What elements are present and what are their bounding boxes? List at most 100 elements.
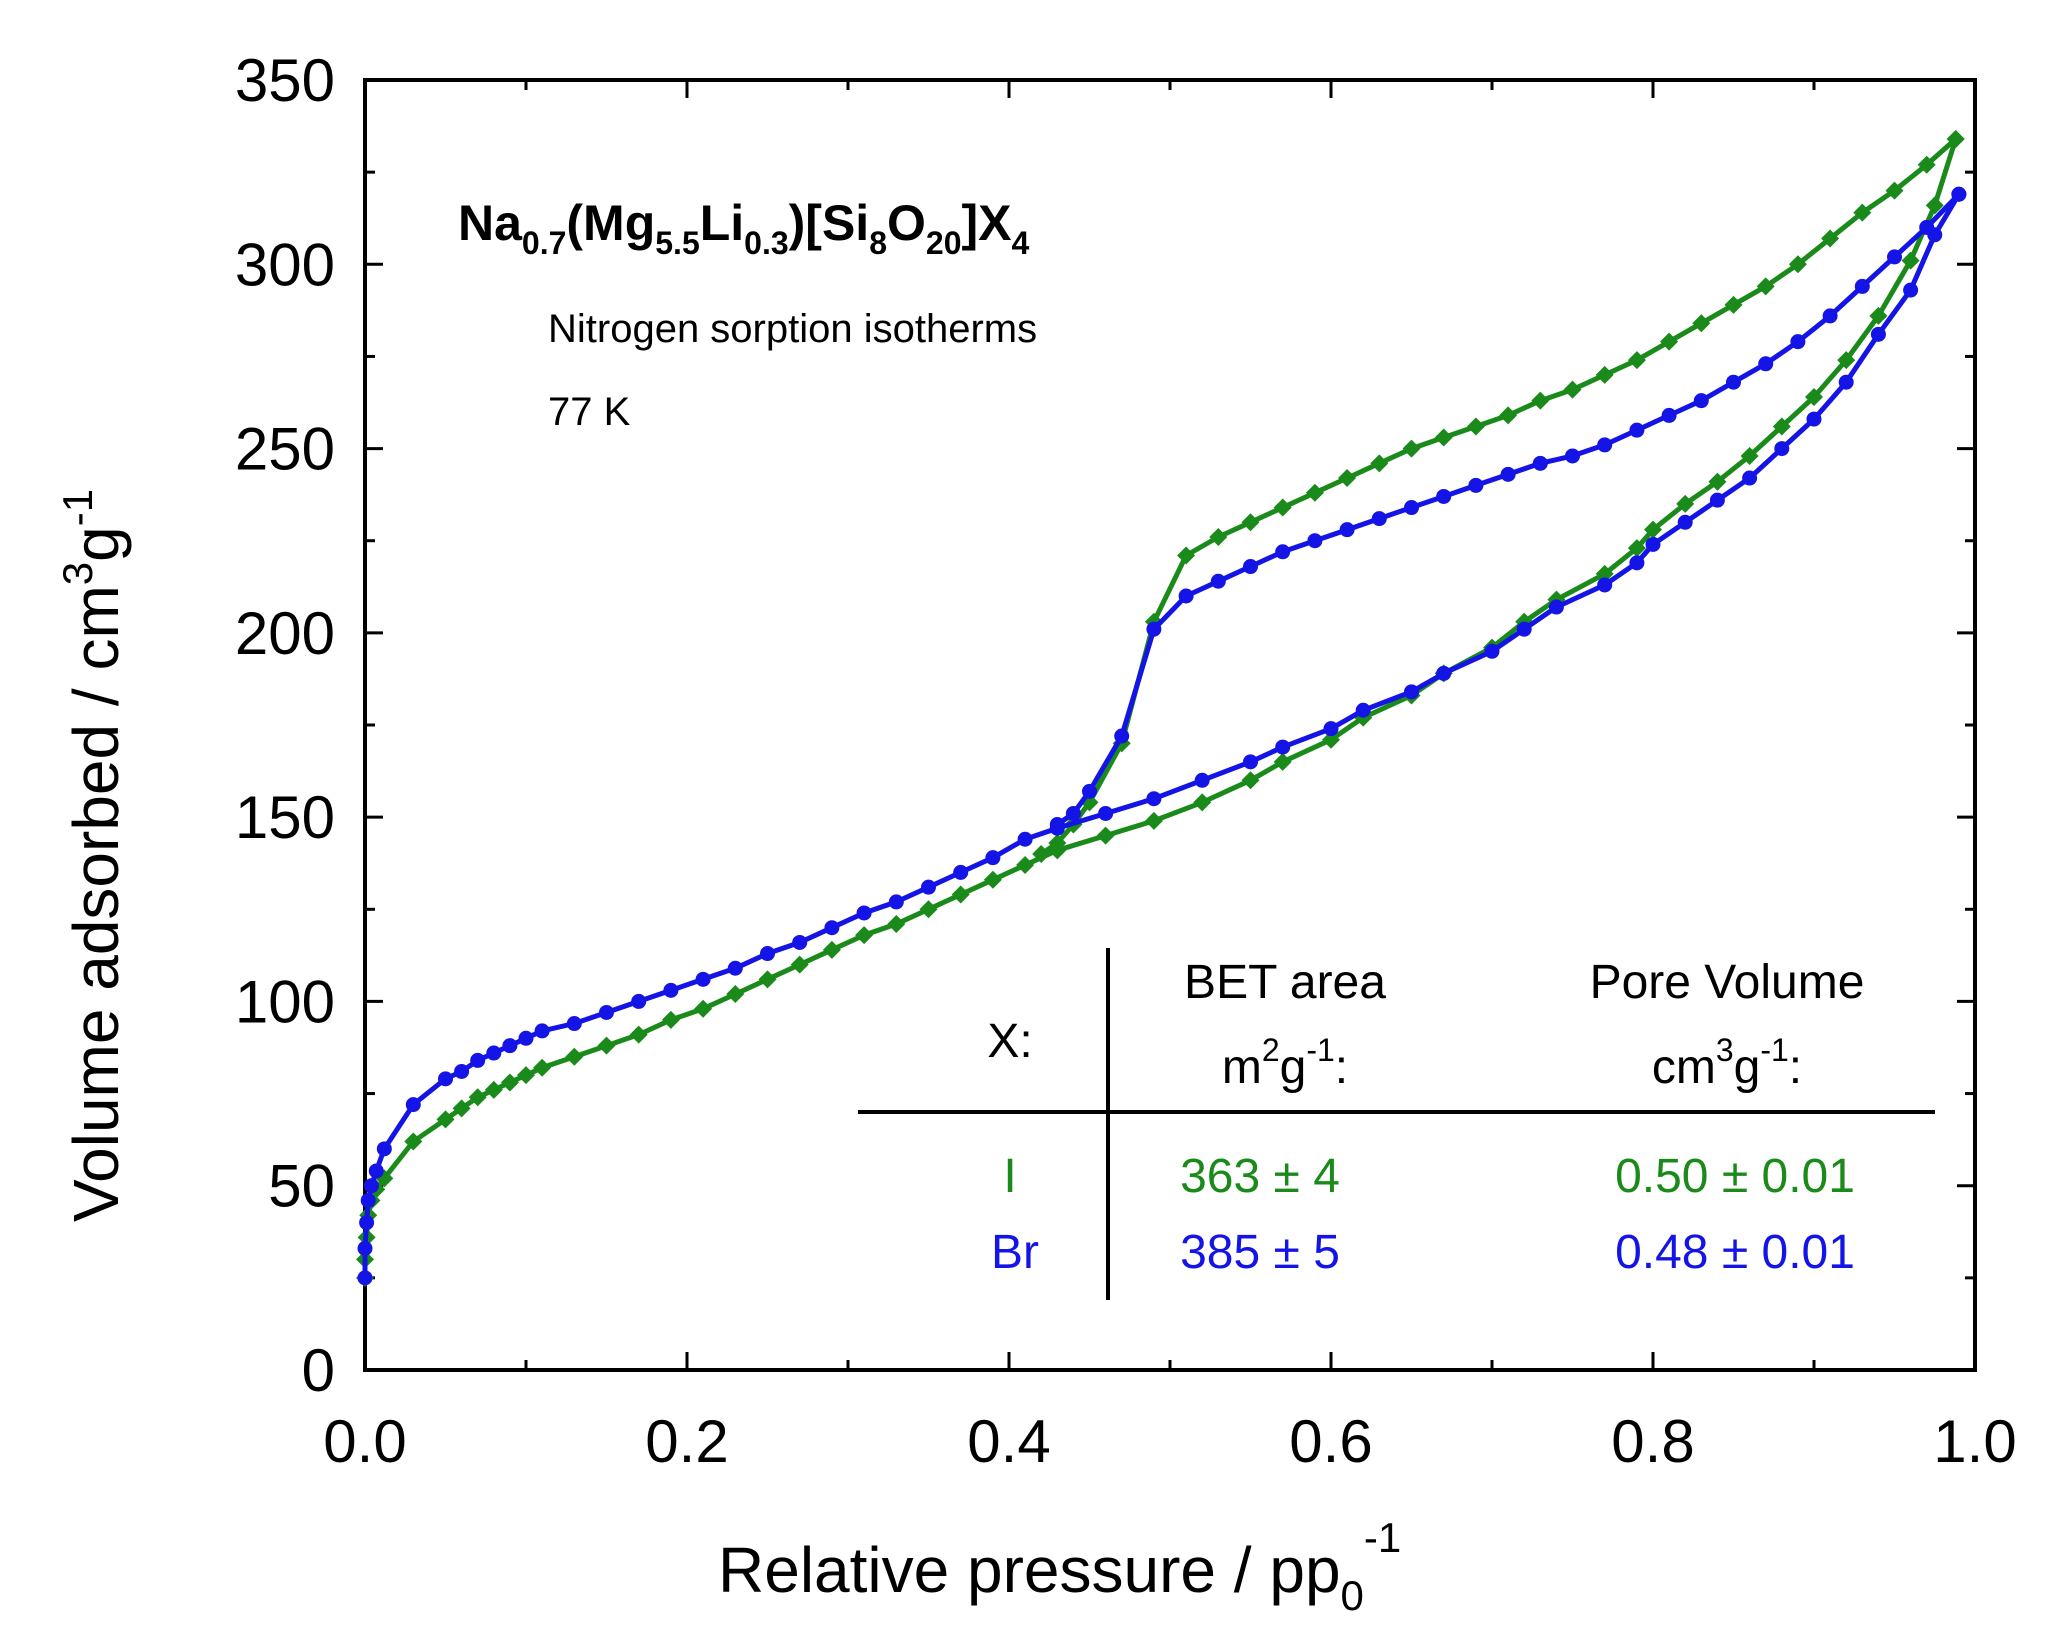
data-point-circle xyxy=(921,879,936,895)
data-point-circle xyxy=(1210,573,1226,589)
data-point-circle xyxy=(454,1063,470,1079)
table-row-i-x: I xyxy=(1003,1150,1016,1203)
x-axis-title: Relative pressure / pp0-1 xyxy=(718,1514,1401,1619)
data-point-diamond xyxy=(1644,520,1662,539)
table-bet-unit: m2g-1: xyxy=(1222,1032,1348,1094)
data-point-diamond xyxy=(1096,826,1115,845)
data-point-diamond xyxy=(726,985,745,1004)
data-point-circle xyxy=(1371,511,1387,527)
data-point-circle xyxy=(1645,536,1661,552)
data-point-circle xyxy=(1870,326,1886,342)
formula-text: Li xyxy=(700,195,744,251)
data-point-circle xyxy=(357,1270,373,1286)
data-point-circle xyxy=(1903,282,1919,298)
data-point-diamond xyxy=(1837,351,1856,370)
data-point-circle xyxy=(405,1097,421,1113)
data-point-circle xyxy=(792,934,808,950)
data-point-diamond xyxy=(758,970,777,989)
data-point-diamond xyxy=(1595,365,1614,384)
data-point-diamond xyxy=(1869,306,1888,325)
formula-subscript: 4 xyxy=(1012,225,1030,261)
data-point-circle xyxy=(1243,754,1258,770)
data-point-diamond xyxy=(1322,730,1340,749)
data-point-circle xyxy=(470,1052,486,1068)
data-point-diamond xyxy=(1193,793,1212,812)
series-line-0-desorption xyxy=(1039,137,1958,857)
x-tick-label: 0.6 xyxy=(1289,1408,1372,1475)
data-point-diamond xyxy=(1048,833,1067,852)
data-point-diamond xyxy=(1627,351,1646,370)
data-point-diamond xyxy=(1925,196,1944,215)
data-point-diamond xyxy=(1016,856,1035,875)
axis-tick-labels: 0.0 0.2 0.4 0.6 0.8 1.0 0 50 100 150 200 250 300 350 xyxy=(235,47,2017,1475)
data-point-circle xyxy=(486,1045,502,1061)
annotation-line1: Nitrogen sorption isotherms xyxy=(548,307,1037,351)
data-point-diamond xyxy=(436,1110,455,1129)
x-axis-title-sub: 0 xyxy=(1341,1572,1364,1619)
y-tick-label: 250 xyxy=(235,416,335,483)
data-point-circle xyxy=(566,1016,582,1032)
data-point-circle xyxy=(1500,466,1516,482)
data-point-circle xyxy=(1548,599,1564,615)
data-point-circle xyxy=(1194,772,1210,788)
data-point-diamond xyxy=(1241,771,1260,790)
data-point-diamond xyxy=(1032,845,1051,863)
data-point-circle xyxy=(518,1030,534,1046)
data-point-circle xyxy=(1098,805,1114,821)
data-point-circle xyxy=(368,1163,384,1179)
data-point-diamond xyxy=(983,870,1002,889)
data-point-diamond xyxy=(1241,513,1260,532)
data-point-diamond xyxy=(1788,255,1807,274)
data-point-circle xyxy=(1339,522,1355,538)
data-point-diamond xyxy=(452,1099,471,1118)
data-point-diamond xyxy=(951,885,970,904)
formula-text: Na xyxy=(458,195,523,251)
data-point-diamond xyxy=(500,1073,519,1092)
data-point-diamond xyxy=(1853,203,1872,222)
data-point-diamond xyxy=(484,1080,503,1099)
data-point-circle xyxy=(856,905,872,921)
data-point-diamond xyxy=(1756,277,1775,296)
data-point-circle xyxy=(1307,533,1323,549)
data-point-diamond xyxy=(597,1036,616,1055)
data-point-diamond xyxy=(1434,428,1453,447)
table-x-header: X: xyxy=(987,1015,1032,1068)
data-point-diamond xyxy=(1901,251,1920,270)
axis-ticks xyxy=(363,78,1977,1372)
y-axis-title-sup1: 3 xyxy=(54,562,101,585)
data-point-diamond xyxy=(855,926,874,945)
data-point-circle xyxy=(502,1038,518,1054)
data-point-diamond xyxy=(404,1132,423,1151)
annotation-line2: 77 K xyxy=(548,390,631,434)
formula-text: O xyxy=(887,195,926,251)
data-point-circle xyxy=(1838,374,1854,390)
data-point-diamond xyxy=(565,1047,584,1066)
data-point-circle xyxy=(953,864,969,880)
data-point-diamond xyxy=(1885,181,1904,200)
data-point-diamond xyxy=(1305,483,1324,502)
y-tick-label: 100 xyxy=(235,968,335,1035)
y-tick-label: 200 xyxy=(235,600,335,667)
data-point-circle xyxy=(1082,783,1097,799)
x-axis-title-sup: -1 xyxy=(1364,1514,1401,1561)
formula-subscript: 20 xyxy=(926,225,962,261)
data-point-diamond xyxy=(1917,155,1936,174)
data-point-circle xyxy=(363,1178,379,1194)
data-point-diamond xyxy=(1402,439,1421,458)
data-point-circle xyxy=(1565,448,1580,464)
data-point-circle xyxy=(695,971,711,987)
series-line-1-desorption xyxy=(1055,192,1961,827)
y-tick-label: 300 xyxy=(235,231,335,298)
data-point-circle xyxy=(824,920,840,936)
data-point-diamond xyxy=(1144,811,1163,830)
data-point-diamond xyxy=(1209,528,1228,547)
data-point-circle xyxy=(376,1141,392,1157)
data-point-circle xyxy=(1887,249,1902,265)
data-point-circle xyxy=(1114,728,1130,744)
data-point-diamond xyxy=(1627,539,1646,558)
data-point-diamond xyxy=(1821,229,1840,248)
data-point-circle xyxy=(1178,588,1194,604)
data-point-circle xyxy=(760,946,775,962)
results-table: X: BET area m2g-1: Pore Volume cm3g-1: I… xyxy=(858,948,1935,1300)
data-point-circle xyxy=(1629,422,1645,438)
